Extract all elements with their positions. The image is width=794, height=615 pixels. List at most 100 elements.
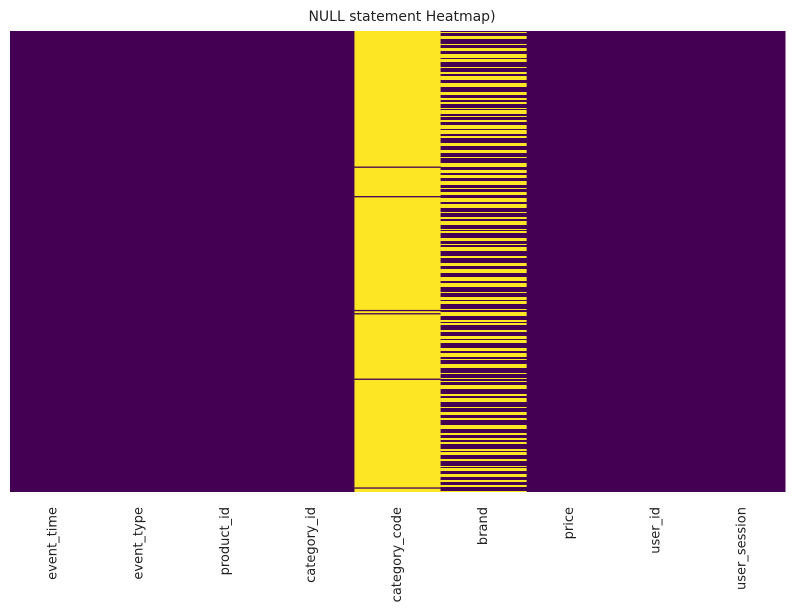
heatmap-null-stripe-brand-79: [440, 491, 528, 492]
heatmap-row-stripe-category_code-4: [354, 378, 442, 380]
x-tick-labels: event_time event_type product_id category_i…: [46, 507, 750, 602]
heatmap-row-stripe-category_code-3: [354, 313, 442, 315]
heatmap-column-brand: [440, 31, 528, 492]
heatmap-null-stripe-brand-62: [440, 394, 528, 396]
heatmap-column-user_id: [612, 31, 700, 492]
heatmap-null-stripe-brand-14: [440, 110, 528, 114]
heatmap-null-stripe-brand-52: [440, 336, 528, 339]
heatmap-null-stripe-brand-3: [440, 48, 528, 51]
heatmap-null-stripe-brand-54: [440, 348, 528, 351]
heatmap-null-stripe-brand-4: [440, 54, 528, 58]
heatmap-null-stripe-brand-66: [440, 418, 528, 420]
heatmap-null-stripe-brand-15: [440, 116, 528, 117]
x-tick-label-event_type: event_type: [132, 507, 147, 580]
heatmap-null-stripe-brand-38: [440, 247, 528, 251]
chart-title: NULL statement Heatmap): [308, 9, 495, 25]
heatmap-null-stripe-brand-20: [440, 143, 528, 146]
heatmap-cells: [10, 31, 786, 492]
heatmap-null-stripe-brand-35: [440, 231, 528, 233]
x-tick-label-user_id: user_id: [648, 507, 663, 554]
heatmap-null-stripe-brand-61: [440, 385, 528, 389]
heatmap-null-stripe-brand-5: [440, 59, 528, 62]
heatmap-null-stripe-brand-59: [440, 378, 528, 379]
heatmap-null-stripe-brand-76: [440, 474, 528, 477]
heatmap-null-stripe-brand-1: [440, 36, 528, 39]
heatmap-null-stripe-brand-47: [440, 309, 528, 310]
heatmap-null-stripe-brand-57: [440, 364, 528, 368]
heatmap-null-stripe-brand-63: [440, 398, 528, 402]
heatmap-column-product_id: [182, 31, 269, 492]
heatmap-null-stripe-brand-22: [440, 157, 528, 158]
heatmap-null-stripe-brand-37: [440, 244, 528, 245]
heatmap-null-stripe-brand-25: [440, 175, 528, 178]
heatmap-null-stripe-brand-32: [440, 217, 528, 219]
heatmap-null-stripe-brand-33: [440, 221, 528, 225]
x-tick-label-category_id: category_id: [304, 507, 319, 583]
heatmap-null-stripe-brand-45: [440, 297, 528, 300]
heatmap-null-stripe-brand-74: [440, 466, 528, 467]
heatmap-null-stripe-brand-31: [440, 212, 528, 213]
heatmap-column-event_time: [10, 31, 97, 492]
heatmap-null-stripe-brand-27: [440, 188, 528, 189]
x-tick-label-event_time: event_time: [46, 507, 61, 580]
heatmap-null-stripe-brand-9: [440, 83, 528, 87]
heatmap-null-stripe-brand-10: [440, 92, 528, 95]
heatmap-null-stripe-brand-53: [440, 340, 528, 343]
heatmap-column-price: [526, 31, 614, 492]
heatmap-null-stripe-brand-2: [440, 44, 528, 45]
heatmap-null-stripe-brand-77: [440, 480, 528, 482]
heatmap-null-stripe-brand-16: [440, 120, 528, 122]
heatmap-null-stripe-brand-24: [440, 170, 528, 173]
heatmap-null-stripe-brand-13: [440, 108, 528, 109]
heatmap-null-stripe-brand-11: [440, 98, 528, 100]
heatmap-null-stripe-brand-48: [440, 312, 528, 316]
x-tick-label-category_code: category_code: [390, 507, 405, 602]
heatmap-null-stripe-brand-43: [440, 283, 528, 287]
x-tick-label-price: price: [562, 507, 577, 539]
heatmap-null-stripe-brand-78: [440, 485, 528, 487]
heatmap-null-stripe-brand-65: [440, 412, 528, 415]
heatmap-null-stripe-brand-19: [440, 136, 528, 138]
heatmap-null-stripe-brand-18: [440, 130, 528, 134]
heatmap-null-stripe-brand-46: [440, 301, 528, 304]
heatmap-null-stripe-brand-60: [440, 381, 528, 382]
heatmap-row-stripe-category_code-1: [354, 196, 442, 198]
heatmap-row-stripe-category_code-2: [354, 309, 442, 312]
heatmap-null-stripe-brand-17: [440, 125, 528, 129]
heatmap-null-stripe-brand-69: [440, 438, 528, 440]
heatmap-null-stripe-brand-21: [440, 150, 528, 153]
heatmap-row-stripe-category_code-0: [354, 166, 442, 168]
heatmap-column-category_code: [354, 31, 442, 492]
heatmap-null-stripe-brand-70: [440, 442, 528, 444]
heatmap-null-stripe-brand-26: [440, 181, 528, 185]
heatmap-null-stripe-brand-51: [440, 330, 528, 332]
heatmap-column-user_session: [698, 31, 786, 492]
heatmap-null-stripe-brand-23: [440, 163, 528, 167]
heatmap-null-stripe-brand-30: [440, 204, 528, 208]
heatmap-column-category_id: [268, 31, 355, 492]
heatmap-null-stripe-brand-42: [440, 277, 528, 281]
x-tick-label-product_id: product_id: [218, 507, 233, 575]
heatmap-null-stripe-brand-49: [440, 320, 528, 322]
heatmap-row-stripe-category_code-5: [354, 487, 442, 489]
heatmap-null-stripe-brand-67: [440, 425, 528, 429]
heatmap-null-stripe-brand-29: [440, 198, 528, 202]
heatmap-null-stripe-brand-34: [440, 229, 528, 230]
heatmap-null-stripe-brand-71: [440, 449, 528, 451]
heatmap-null-stripe-brand-7: [440, 72, 528, 74]
heatmap-null-stripe-brand-68: [440, 433, 528, 435]
heatmap-null-stripe-brand-41: [440, 269, 528, 273]
x-tick-label-user_session: user_session: [734, 507, 749, 590]
heatmap-null-stripe-brand-44: [440, 292, 528, 293]
heatmap-null-stripe-brand-12: [440, 102, 528, 104]
heatmap-null-stripe-brand-40: [440, 263, 528, 266]
heatmap-null-stripe-brand-55: [440, 353, 528, 357]
heatmap-null-stripe-brand-75: [440, 468, 528, 471]
x-tick-label-brand: brand: [476, 507, 491, 545]
heatmap-null-stripe-brand-73: [440, 459, 528, 461]
heatmap-null-stripe-brand-72: [440, 452, 528, 455]
heatmap-null-stripe-brand-0: [440, 32, 528, 33]
heatmap-column-event_type: [96, 31, 183, 492]
